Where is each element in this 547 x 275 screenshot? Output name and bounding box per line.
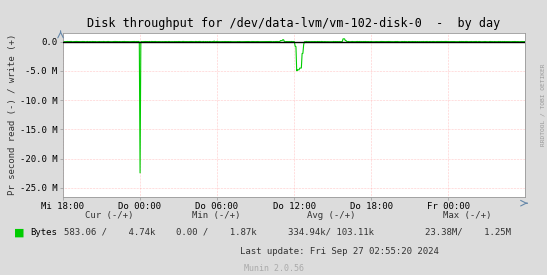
Text: Avg (-/+): Avg (-/+) bbox=[307, 211, 355, 220]
Y-axis label: Pr second read (-) / write (+): Pr second read (-) / write (+) bbox=[8, 34, 17, 196]
Text: Bytes: Bytes bbox=[30, 228, 57, 237]
Text: Min (-/+): Min (-/+) bbox=[192, 211, 240, 220]
Text: Max (-/+): Max (-/+) bbox=[444, 211, 492, 220]
Text: Cur (-/+): Cur (-/+) bbox=[85, 211, 133, 220]
Text: 23.38M/    1.25M: 23.38M/ 1.25M bbox=[424, 228, 511, 237]
Text: Last update: Fri Sep 27 02:55:20 2024: Last update: Fri Sep 27 02:55:20 2024 bbox=[240, 247, 439, 256]
Text: 0.00 /    1.87k: 0.00 / 1.87k bbox=[176, 228, 257, 237]
Text: 334.94k/ 103.11k: 334.94k/ 103.11k bbox=[288, 228, 374, 237]
Text: RRDTOOL / TOBI OETIKER: RRDTOOL / TOBI OETIKER bbox=[541, 63, 546, 146]
Text: ■: ■ bbox=[14, 227, 24, 237]
Text: Munin 2.0.56: Munin 2.0.56 bbox=[243, 264, 304, 273]
Text: 583.06 /    4.74k: 583.06 / 4.74k bbox=[63, 228, 155, 237]
Title: Disk throughput for /dev/data-lvm/vm-102-disk-0  -  by day: Disk throughput for /dev/data-lvm/vm-102… bbox=[88, 17, 501, 31]
